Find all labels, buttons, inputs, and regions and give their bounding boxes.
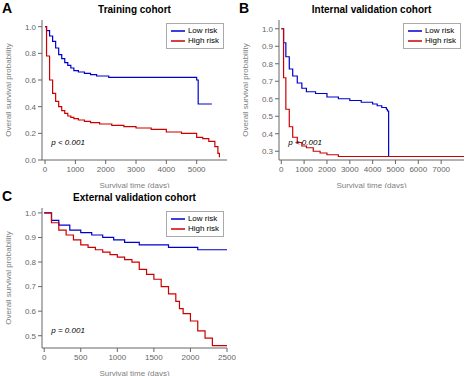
html-text:C: C	[2, 188, 13, 204]
svg-text:3000: 3000	[127, 165, 145, 174]
svg-text:2000: 2000	[318, 165, 336, 174]
svg-text:1.0: 1.0	[25, 209, 37, 218]
html-text:B: B	[239, 0, 250, 16]
svg-text:500: 500	[74, 353, 88, 362]
html-text:High risk: High risk	[187, 36, 219, 45]
html-text:A: A	[2, 0, 13, 16]
svg-text:Overall survival probability: Overall survival probability	[8, 43, 13, 136]
svg-text:Survival time (days): Survival time (days)	[99, 181, 170, 188]
svg-text:0.6: 0.6	[262, 95, 274, 104]
svg-text:0.7: 0.7	[262, 77, 274, 86]
svg-text:Overall survival probability: Overall survival probability	[8, 231, 13, 324]
svg-text:1.0: 1.0	[25, 23, 37, 32]
svg-text:4000: 4000	[157, 165, 175, 174]
svg-text:4000: 4000	[364, 165, 382, 174]
svg-text:2500: 2500	[218, 353, 236, 362]
html-text:Internal validation cohort: Internal validation cohort	[311, 4, 432, 15]
svg-text:0.9: 0.9	[262, 42, 274, 51]
svg-text:0.3: 0.3	[262, 147, 274, 156]
svg-text:0.4: 0.4	[25, 103, 37, 112]
svg-text:0: 0	[43, 165, 48, 174]
svg-text:7000: 7000	[432, 165, 450, 174]
svg-text:0.5: 0.5	[262, 112, 274, 121]
svg-text:6000: 6000	[409, 165, 427, 174]
svg-text:1000: 1000	[66, 165, 84, 174]
svg-text:0.6: 0.6	[25, 307, 37, 316]
html-text:p < 0.001: p < 0.001	[288, 137, 322, 147]
html-text:High risk: High risk	[424, 36, 456, 45]
svg-text:2000: 2000	[97, 165, 115, 174]
svg-text:0.7: 0.7	[25, 282, 37, 291]
svg-text:1500: 1500	[145, 353, 163, 362]
svg-text:0: 0	[42, 353, 47, 362]
html-text:High risk: High risk	[187, 224, 219, 233]
svg-text:1.0: 1.0	[262, 25, 274, 34]
svg-text:0.8: 0.8	[25, 49, 37, 58]
svg-text:0.0: 0.0	[25, 156, 37, 165]
svg-text:0: 0	[279, 165, 284, 174]
html-text:Low risk: Low risk	[187, 214, 218, 223]
html-text:External validation cohort: External validation cohort	[73, 192, 196, 203]
svg-text:5000: 5000	[188, 165, 206, 174]
svg-text:0.9: 0.9	[25, 233, 37, 242]
svg-text:0.8: 0.8	[262, 60, 274, 69]
svg-text:3000: 3000	[341, 165, 359, 174]
svg-text:0.2: 0.2	[25, 129, 37, 138]
html-text:Low risk: Low risk	[424, 26, 455, 35]
svg-text:2000: 2000	[182, 353, 200, 362]
svg-text:0.8: 0.8	[25, 258, 37, 267]
svg-text:1000: 1000	[295, 165, 313, 174]
html-text:Training cohort: Training cohort	[98, 4, 171, 15]
svg-text:Survival time (days): Survival time (days)	[99, 369, 170, 376]
svg-text:Survival time (days): Survival time (days)	[336, 181, 407, 188]
svg-text:5000: 5000	[387, 165, 405, 174]
html-text:p < 0.001: p < 0.001	[51, 137, 85, 147]
svg-text:0.4: 0.4	[262, 130, 274, 139]
html-text:Low risk: Low risk	[187, 26, 218, 35]
svg-text:Overall survival probability: Overall survival probability	[241, 43, 250, 136]
html-text:p = 0.001: p = 0.001	[51, 325, 85, 335]
svg-text:1000: 1000	[108, 353, 126, 362]
svg-text:0.6: 0.6	[25, 76, 37, 85]
svg-text:0.5: 0.5	[25, 332, 37, 341]
